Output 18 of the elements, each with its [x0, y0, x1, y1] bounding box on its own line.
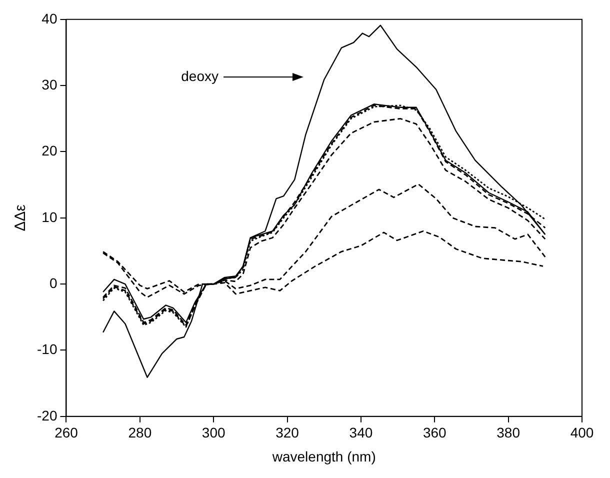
x-tick-label: 320 — [276, 424, 300, 441]
x-tick-label: 380 — [496, 424, 520, 441]
x-tick-label: 300 — [202, 424, 226, 441]
y-tick-label: -10 — [37, 341, 58, 358]
y-tick-label: 0 — [49, 274, 58, 291]
x-tick-label: 340 — [349, 424, 373, 441]
annotation: deoxy — [181, 68, 218, 84]
y-tick-label: 20 — [42, 142, 58, 159]
y-axis-title: ΔΔε — [12, 204, 30, 232]
x-tick-label: 400 — [570, 424, 594, 441]
y-tick-label: 30 — [42, 76, 58, 92]
x-tick-label: 260 — [54, 424, 78, 441]
y-tick-label: 40 — [42, 10, 58, 26]
y-tick-label: -20 — [37, 407, 58, 424]
x-tick-label: 360 — [422, 424, 447, 441]
x-axis-title: wavelength (nm) — [271, 448, 376, 464]
x-tick-label: 280 — [128, 424, 152, 441]
y-tick-label: 10 — [42, 208, 58, 225]
